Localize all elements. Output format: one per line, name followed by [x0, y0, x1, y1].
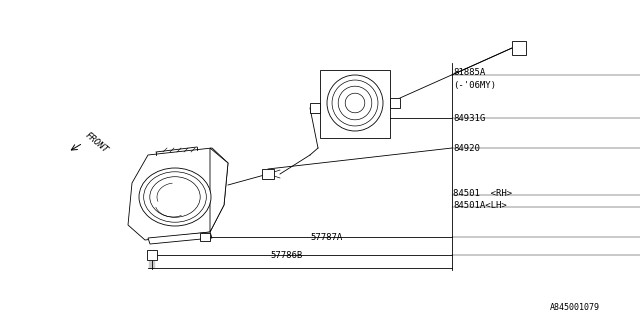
- FancyBboxPatch shape: [310, 103, 320, 113]
- Text: 84501A<LH>: 84501A<LH>: [453, 201, 507, 210]
- Text: 57787A: 57787A: [310, 233, 342, 242]
- Text: 84931G: 84931G: [453, 114, 485, 123]
- Text: 57786B: 57786B: [270, 251, 302, 260]
- Text: 84501  <RH>: 84501 <RH>: [453, 188, 512, 197]
- Polygon shape: [210, 148, 228, 232]
- Text: A845001079: A845001079: [550, 303, 600, 313]
- FancyBboxPatch shape: [200, 233, 210, 241]
- FancyBboxPatch shape: [390, 98, 400, 108]
- FancyBboxPatch shape: [512, 41, 526, 55]
- Ellipse shape: [139, 168, 211, 226]
- Circle shape: [327, 75, 383, 131]
- Text: FRONT: FRONT: [83, 131, 109, 155]
- Polygon shape: [128, 148, 228, 240]
- Text: (-'06MY): (-'06MY): [453, 81, 496, 90]
- Text: 81885A: 81885A: [453, 68, 485, 76]
- FancyBboxPatch shape: [262, 169, 274, 179]
- Text: 84920: 84920: [453, 143, 480, 153]
- FancyBboxPatch shape: [147, 250, 157, 260]
- Polygon shape: [148, 232, 212, 244]
